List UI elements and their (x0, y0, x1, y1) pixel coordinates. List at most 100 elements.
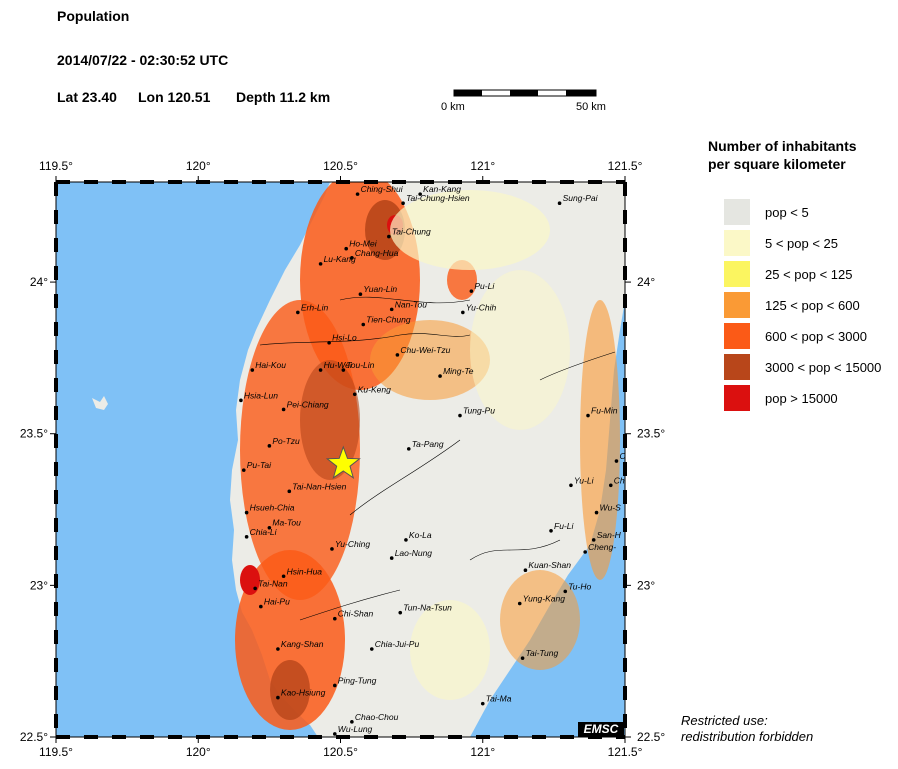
city-marker (296, 310, 300, 315)
city-label: Fu-Li (554, 521, 574, 531)
city-label: Chang-Hua (355, 248, 399, 258)
city-label: Chi-Shan (338, 609, 374, 619)
city-marker (389, 556, 394, 560)
city-marker (549, 528, 553, 533)
city-marker (594, 510, 599, 515)
city-label: Pei-Chiang (287, 399, 329, 409)
county-border (469, 539, 561, 561)
city-label: Pu-Li (474, 281, 495, 291)
legend-swatch (724, 230, 750, 256)
epicenter-star (325, 445, 361, 479)
city-marker (614, 459, 619, 463)
city-marker (404, 538, 408, 542)
legend-title-line2: per square kilometer (708, 156, 846, 172)
x-tick-label: 121.5° (608, 745, 643, 759)
city-label: Po-Tzu (272, 436, 300, 446)
legend-swatch (724, 292, 750, 318)
county-border (259, 333, 471, 346)
county-border (299, 589, 401, 621)
city-label: Tai-Chung-Hsien (406, 193, 470, 203)
city-marker (395, 353, 400, 357)
city-marker (591, 538, 596, 542)
city-label: Ching-Shui (361, 184, 404, 194)
city-marker (281, 407, 286, 412)
city-marker (586, 413, 590, 418)
y-tick-label: 22.5° (637, 730, 665, 744)
city-label: Ho-Mei (349, 239, 378, 249)
legend-label: 600 < pop < 3000 (765, 329, 867, 344)
legend-label: pop < 5 (765, 205, 809, 220)
city-marker (608, 483, 613, 488)
city-label: Hu-Wei (324, 360, 353, 370)
scale-left-label: 0 km (441, 101, 465, 113)
city-marker (398, 610, 403, 615)
city-marker (267, 444, 272, 448)
city-marker (458, 413, 462, 418)
city-label: Yuan-Lin (363, 284, 397, 294)
city-marker (250, 368, 255, 372)
city-label: San-H (597, 530, 622, 540)
x-tick-label: 121.5° (608, 159, 643, 173)
city-label: Hsin-Hua (287, 566, 323, 576)
city-label: Tai-Tung (526, 648, 559, 658)
population-density-area (370, 320, 490, 400)
city-marker (438, 374, 442, 378)
y-tick-label: 24° (637, 275, 655, 289)
city-label: Tai-Chung (392, 227, 431, 237)
city-marker (276, 647, 280, 651)
x-tick-label: 120° (186, 745, 211, 759)
restricted-note-line2: redistribution forbidden (681, 729, 814, 744)
city-marker (352, 392, 357, 397)
city-label: Tu-Ho (568, 581, 591, 591)
city-label: Lu-Kang (324, 254, 356, 264)
scale-bar (453, 89, 597, 97)
city-marker (253, 586, 257, 591)
city-label: Ming-Te (443, 366, 474, 376)
population-density-area (390, 190, 550, 270)
x-tick-label: 121° (470, 159, 495, 173)
y-tick-label: 23.5° (20, 427, 48, 441)
city-marker (358, 292, 363, 297)
population-density-area (580, 300, 620, 580)
city-label: Cheng- (588, 542, 616, 552)
emsc-logo: EMSC (578, 722, 624, 737)
city-marker (244, 535, 249, 539)
city-marker (355, 192, 360, 196)
city-marker (333, 732, 337, 736)
legend-swatch (724, 354, 750, 380)
y-tick-label: 23° (30, 578, 48, 592)
city-marker (418, 192, 422, 196)
map-title: Population (57, 8, 130, 24)
city-label: Chao-Chou (355, 712, 399, 722)
city-marker (259, 604, 263, 609)
city-label: Wu-Lung (338, 724, 373, 734)
event-datetime: 2014/07/22 - 02:30:52 UTC (57, 52, 229, 68)
city-marker (480, 701, 485, 706)
event-lon: Lon 120.51 (138, 89, 211, 105)
city-label: Tai-Nan-Hsien (292, 481, 346, 491)
legend-swatch (724, 199, 750, 225)
legend-swatch (724, 261, 750, 287)
city-marker (327, 340, 331, 345)
city-marker (333, 616, 337, 621)
city-label: Hai-Kou (255, 360, 286, 370)
x-tick-label: 120° (186, 159, 211, 173)
city-label: Tai-Nan (258, 578, 288, 588)
city-label: Yu-Ching (335, 539, 370, 549)
event-lat: Lat 23.40 (57, 89, 117, 105)
city-marker (350, 720, 354, 724)
city-label: Ko-La (409, 530, 432, 540)
city-marker (389, 307, 394, 312)
city-label: Tien-Chung (366, 315, 411, 325)
city-label: Kan-Kang (423, 184, 461, 194)
city-marker (281, 574, 286, 579)
population-density-area (410, 600, 490, 700)
county-border (539, 351, 616, 381)
legend-label: 5 < pop < 25 (765, 236, 839, 251)
city-marker (563, 589, 568, 594)
legend-swatch (724, 323, 750, 349)
city-label: Erh-Lin (301, 302, 329, 312)
population-density-area (270, 660, 310, 720)
x-tick-label: 121° (470, 745, 495, 759)
scale-right-label: 50 km (576, 101, 606, 113)
